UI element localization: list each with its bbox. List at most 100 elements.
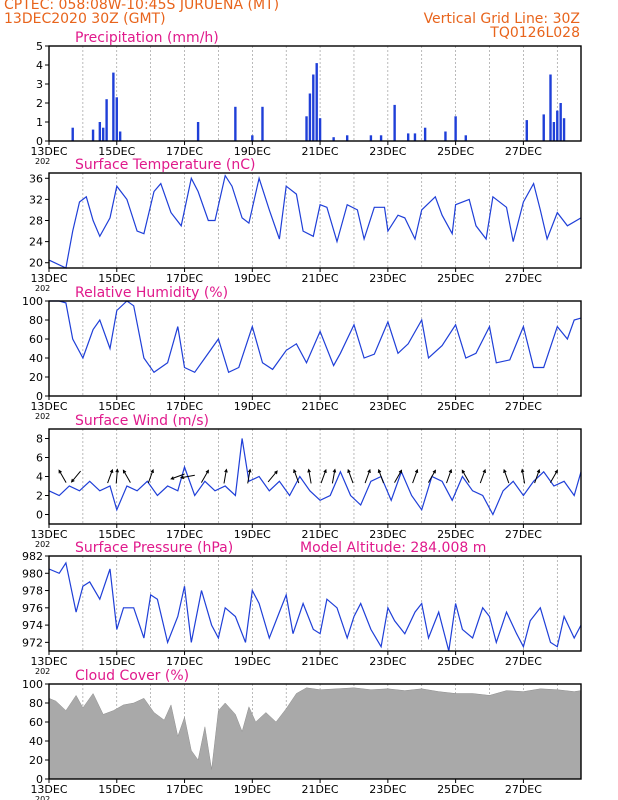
precip-bar (559, 103, 562, 141)
precip-y-tick-label: 5 (36, 40, 43, 53)
wind-arrow (170, 473, 185, 480)
humidity-y-tick-label: 40 (29, 352, 43, 365)
wind-x-tick-label: 19DEC (234, 528, 271, 541)
precip-bar (406, 133, 410, 141)
precip-bar (562, 118, 566, 141)
humidity-x-tick-label: 21DEC (302, 400, 339, 413)
wind-x-tick-label: 25DEC (437, 528, 474, 541)
precip-bar (464, 135, 467, 141)
wind-line (48, 438, 582, 516)
precip-bar (315, 63, 318, 141)
humidity-y-tick-label: 60 (29, 333, 43, 346)
humidity-x-tick-label: 19DEC (234, 400, 271, 413)
precip-bar (556, 110, 559, 141)
precip-y-tick-label: 2 (36, 97, 43, 110)
wind-arrow (364, 468, 371, 484)
humidity-x-tick-label: 25DEC (437, 400, 474, 413)
precip-bar (261, 106, 264, 141)
temperature-frame (48, 172, 582, 269)
precip-bar (542, 114, 545, 141)
wind-arrow (179, 474, 195, 480)
wind-year-stub: 202 (35, 540, 50, 549)
precip-bar (379, 135, 383, 141)
cloud-x-tick-label: 19DEC (234, 783, 271, 796)
product-code: TQ0126L028 (490, 25, 580, 41)
wind-arrow (461, 469, 470, 483)
humidity-y-tick-label: 100 (22, 295, 43, 308)
precip-bar (71, 127, 74, 141)
cloud-year-stub: 202 (35, 795, 50, 800)
wind-arrow (427, 469, 436, 483)
temperature-x-tick-label: 27DEC (505, 272, 542, 285)
temperature-panel: 20 24 28 32 36 13DEC 15DEC 17DEC 19DEC 21DEC 23DEC… (29, 157, 582, 293)
wind-arrow (122, 469, 131, 483)
precip-bar (115, 97, 118, 141)
pressure-x-tick-label: 15DEC (98, 655, 135, 668)
temperature-line (48, 174, 582, 269)
cloud-y-tick-label: 100 (22, 678, 43, 691)
pressure-panel: 972 974 976 978 980 982 13DEC 15DEC 17DEC 19DEC 21… (22, 540, 582, 676)
wind-arrow (534, 468, 541, 484)
humidity-y-tick-label: 0 (36, 390, 43, 403)
temperature-x-tick-label: 21DEC (302, 272, 339, 285)
pressure-x-tick-label: 13DEC (30, 655, 67, 668)
precip-bar (552, 122, 556, 141)
humidity-x-tick-label: 17DEC (166, 400, 203, 413)
precip-y-tick-label: 3 (36, 78, 43, 91)
cloud-x-tick-label: 21DEC (302, 783, 339, 796)
wind-arrow (200, 469, 209, 483)
humidity-y-tick-label: 80 (29, 314, 43, 327)
wind-y-tick-label: 6 (36, 452, 43, 465)
temperature-x-tick-label: 25DEC (437, 272, 474, 285)
precip-bar (98, 122, 102, 141)
precip-bar (549, 74, 552, 141)
pressure-x-tick-label: 25DEC (437, 655, 474, 668)
pressure-y-tick-label: 982 (22, 550, 43, 563)
precip-bar (102, 127, 105, 141)
precip-x-tick-label: 21DEC (302, 145, 339, 158)
humidity-panel: 0 20 40 60 80 100 13DEC 15DEC 17DEC 19DEC 21DEC 23D… (22, 285, 582, 421)
pressure-y-tick-label: 980 (22, 567, 43, 580)
humidity-x-tick-label: 23DEC (369, 400, 406, 413)
humidity-year-stub: 202 (35, 412, 50, 421)
wind-arrow (70, 470, 81, 483)
precip-x-tick-label: 19DEC (234, 145, 271, 158)
precip-panel: 0 1 2 3 4 5 13DEC 15DEC 17DEC 19DEC 21DEC 23DEC 25DE… (30, 30, 582, 166)
precip-bar (444, 131, 447, 141)
temperature-y-tick-label: 36 (29, 172, 43, 185)
cloud-x-tick-label: 17DEC (166, 783, 203, 796)
precip-bar (393, 104, 396, 141)
wind-y-tick-label: 0 (36, 509, 43, 522)
cloud-title: Cloud Cover (%) (75, 668, 189, 684)
pressure-x-tick-label: 19DEC (234, 655, 271, 668)
humidity-x-tick-label: 15DEC (98, 400, 135, 413)
precip-bar (118, 131, 122, 141)
temperature-x-tick-label: 17DEC (166, 272, 203, 285)
cloud-frame (48, 683, 582, 780)
wind-arrow (267, 470, 278, 483)
cloud-area (48, 687, 582, 780)
wind-arrow (307, 468, 312, 484)
wind-arrow (479, 468, 486, 484)
pressure-y-tick-label: 974 (22, 619, 43, 632)
wind-arrow (377, 468, 384, 484)
model-altitude-label: Model Altitude: 284.008 m (300, 540, 486, 556)
wind-x-tick-label: 15DEC (98, 528, 135, 541)
temperature-x-tick-label: 19DEC (234, 272, 271, 285)
wind-x-tick-label: 17DEC (166, 528, 203, 541)
precip-bar (345, 135, 349, 141)
wind-arrow (394, 469, 403, 483)
cloud-x-tick-label: 23DEC (369, 783, 406, 796)
wind-arrow (107, 468, 114, 484)
precip-y-tick-label: 1 (36, 116, 43, 129)
wind-arrow (115, 468, 119, 484)
wind-arrow (223, 468, 228, 484)
pressure-x-tick-label: 21DEC (302, 655, 339, 668)
cloud-panel: 0 20 40 60 80 100 13DEC 15DEC 17DEC 19DEC 21DEC 23D… (22, 668, 582, 800)
wind-x-tick-label: 27DEC (505, 528, 542, 541)
temperature-title: Surface Temperature (nC) (75, 157, 256, 173)
precip-y-tick-label: 4 (36, 59, 43, 72)
cloud-x-tick-label: 27DEC (505, 783, 542, 796)
wind-arrow (147, 468, 154, 484)
precip-year-stub: 202 (35, 157, 50, 166)
